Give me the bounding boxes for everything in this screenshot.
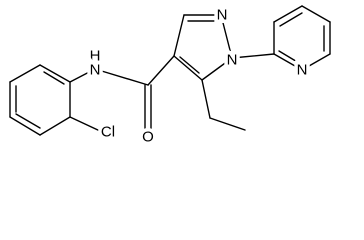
atom-label: N bbox=[90, 62, 101, 79]
bond bbox=[220, 14, 233, 59]
atom-label: O bbox=[142, 129, 154, 146]
bond bbox=[94, 68, 149, 86]
bonds bbox=[9, 5, 331, 136]
bond bbox=[173, 14, 185, 57]
bond bbox=[9, 64, 41, 83]
bond bbox=[209, 117, 246, 131]
bond bbox=[273, 53, 303, 71]
atom-label: H bbox=[90, 48, 101, 65]
bond bbox=[69, 116, 101, 132]
molecule-diagram: H N O Cl N N N bbox=[9, 3, 331, 146]
bond bbox=[301, 5, 331, 23]
bond bbox=[147, 55, 175, 86]
bond bbox=[201, 79, 211, 119]
bond bbox=[69, 68, 96, 83]
atom-label: N bbox=[297, 62, 308, 79]
bond bbox=[279, 12, 303, 27]
bond bbox=[231, 53, 275, 59]
bond bbox=[9, 116, 41, 136]
bond bbox=[273, 5, 303, 23]
bond bbox=[201, 57, 233, 81]
bond bbox=[43, 71, 65, 85]
atom-label: N bbox=[227, 52, 238, 69]
bond bbox=[173, 55, 203, 81]
atom-label: Cl bbox=[101, 124, 115, 141]
atom-labels: H N O Cl N N N bbox=[86, 3, 311, 146]
atom-label: N bbox=[217, 7, 228, 24]
bond bbox=[301, 53, 331, 71]
bond bbox=[39, 64, 71, 83]
bond bbox=[15, 113, 41, 129]
bond bbox=[179, 56, 200, 74]
bond bbox=[278, 50, 300, 64]
bond bbox=[39, 116, 71, 136]
